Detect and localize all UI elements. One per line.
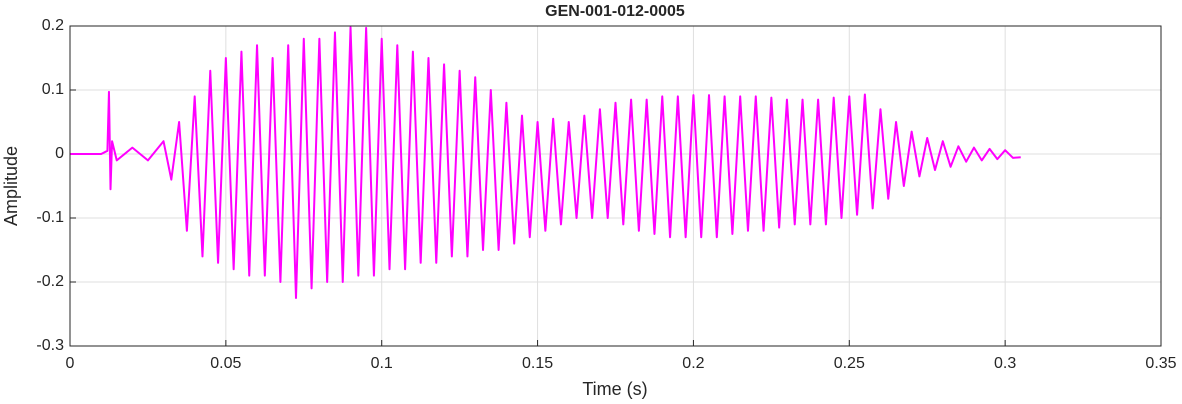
plot-frame xyxy=(69,25,1162,347)
y-tick-label: -0.3 xyxy=(36,337,64,354)
y-tick-label: 0.2 xyxy=(42,17,64,34)
chart-title: GEN-001-012-0005 xyxy=(545,3,685,20)
x-tick-label: 0.15 xyxy=(522,355,553,372)
x-axis-label: Time (s) xyxy=(582,379,647,399)
y-tick-label: 0.1 xyxy=(42,81,64,98)
y-axis-label: Amplitude xyxy=(1,146,21,226)
y-tick-label: -0.1 xyxy=(36,209,64,226)
x-tick-label: 0.2 xyxy=(682,355,704,372)
x-tick-label: 0.35 xyxy=(1145,355,1176,372)
waveform xyxy=(70,26,1021,299)
y-tick-label: -0.2 xyxy=(36,273,64,290)
x-tick-label: 0.25 xyxy=(834,355,865,372)
x-tick-label: 0.3 xyxy=(994,355,1016,372)
x-tick-label: 0.05 xyxy=(210,355,241,372)
x-tick-label: 0.1 xyxy=(371,355,393,372)
x-tick-label: 0 xyxy=(66,355,75,372)
y-tick-label: 0 xyxy=(55,145,64,162)
